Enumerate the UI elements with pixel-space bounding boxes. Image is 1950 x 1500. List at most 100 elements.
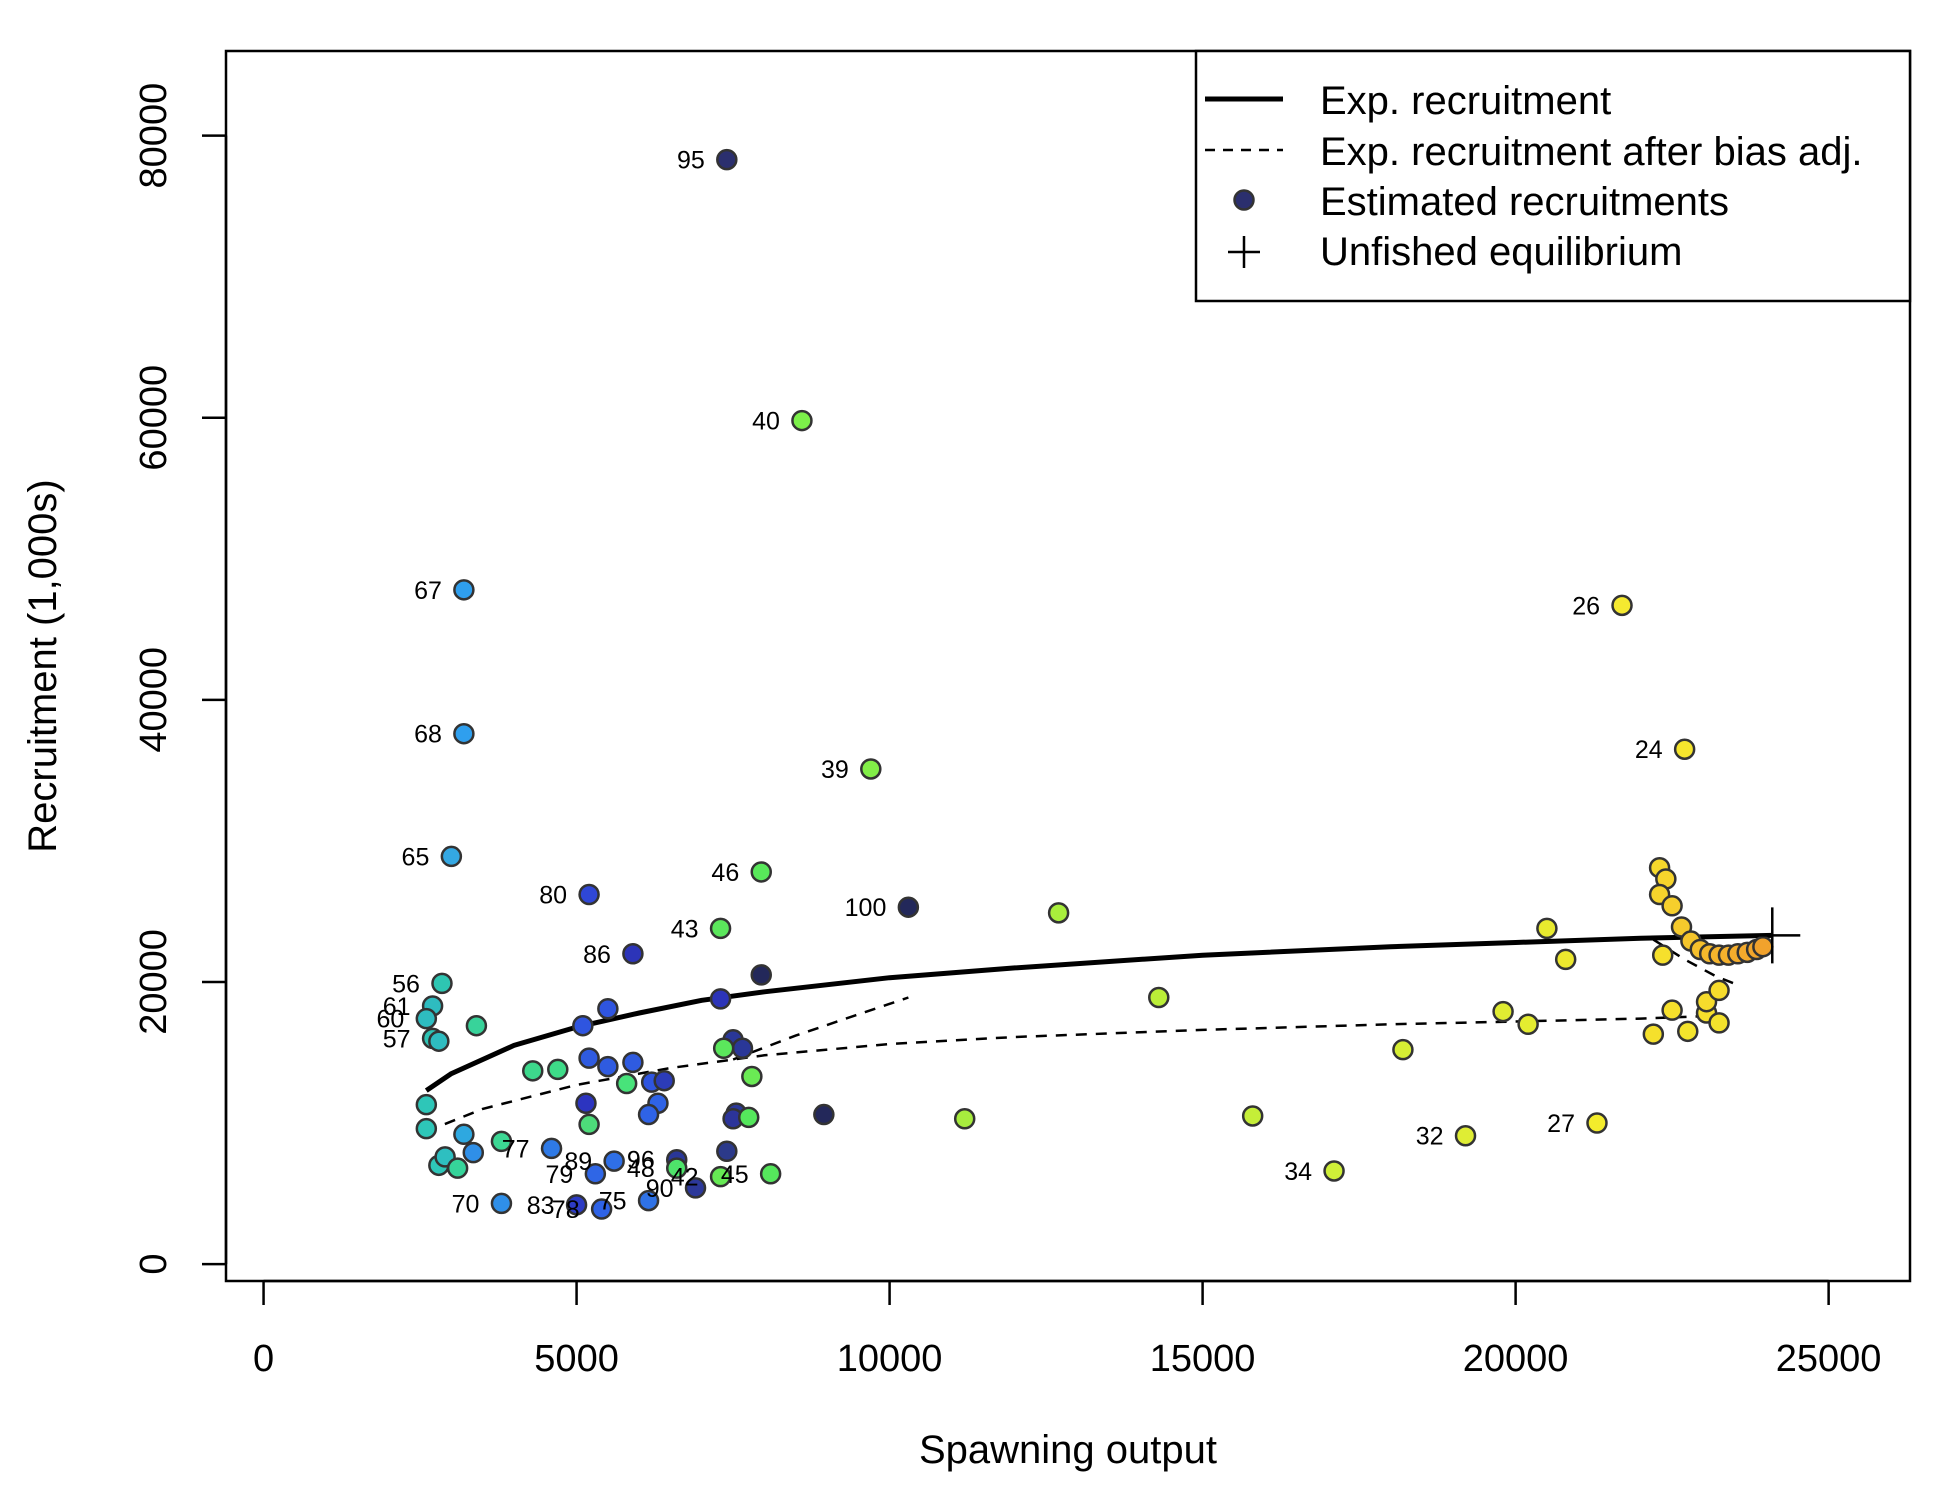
x-tick-label: 20000 — [1463, 1338, 1569, 1380]
legend-box — [1194, 49, 1912, 303]
recruitment-point — [637, 1189, 660, 1212]
recruitment-point — [1047, 902, 1070, 924]
recruitment-point — [1708, 979, 1730, 1002]
recruitment-point — [1661, 895, 1683, 917]
year-label: 67 — [414, 577, 442, 605]
recruitment-point — [446, 1157, 469, 1179]
recruitment-point — [759, 1163, 782, 1185]
recruitment-point — [453, 579, 475, 601]
x-tick-label: 0 — [253, 1338, 274, 1380]
x-tick-label: 10000 — [837, 1338, 943, 1380]
recruitment-point — [622, 1051, 644, 1074]
year-label: 90 — [646, 1175, 674, 1203]
recruitment-point — [1241, 1105, 1264, 1127]
recruitment-point — [1492, 1000, 1514, 1023]
year-label: 89 — [564, 1148, 592, 1176]
year-label: 75 — [599, 1188, 627, 1216]
recruitment-point — [1673, 738, 1696, 760]
bias-adjusted-recruitment-curve — [732, 996, 909, 1061]
recruitment-point — [540, 1137, 563, 1160]
recruitment-point — [709, 1165, 732, 1188]
recruitment-point — [1517, 1013, 1539, 1036]
year-label: 60 — [377, 1006, 405, 1034]
recruitment-point — [622, 943, 644, 965]
year-label: 68 — [414, 721, 442, 749]
recruitment-point — [578, 1113, 600, 1136]
bias-adjusted-recruitment-curve — [1652, 938, 1742, 988]
recruitment-point — [522, 1060, 544, 1082]
legend-label-estimated-recruitments: Estimated recruitments — [1320, 180, 1729, 224]
year-label: 24 — [1635, 736, 1663, 764]
year-label: 77 — [502, 1135, 530, 1163]
recruitment-point — [750, 861, 772, 883]
recruitment-point — [716, 148, 738, 171]
recruitment-point — [415, 1007, 438, 1030]
recruitment-point — [741, 1065, 763, 1088]
year-label: 83 — [527, 1192, 555, 1220]
x-tick-label: 5000 — [534, 1338, 619, 1380]
recruitment-point — [584, 1163, 607, 1185]
year-label: 80 — [539, 882, 567, 910]
recruitment-point — [453, 1123, 475, 1146]
year-label: 70 — [452, 1190, 480, 1218]
legend: Exp. recruitment Exp. recruitment after … — [1194, 49, 1912, 303]
year-label: 43 — [671, 915, 699, 943]
y-tick-label: 80000 — [133, 83, 175, 189]
recruitment-point — [603, 1150, 625, 1172]
recruitment-point — [1752, 935, 1774, 958]
year-label: 56 — [392, 970, 420, 998]
legend-circle-icon — [1233, 189, 1255, 211]
recruitment-point — [415, 1093, 438, 1116]
y-tick-label: 60000 — [133, 365, 175, 471]
year-label: 32 — [1416, 1123, 1444, 1151]
recruitment-point — [737, 1106, 760, 1129]
recruitment-point — [1651, 944, 1674, 966]
y-tick-label: 0 — [133, 1254, 175, 1275]
expected-recruitment-curve — [424, 932, 1773, 1093]
recruitment-point — [860, 758, 882, 780]
year-label: 45 — [721, 1161, 749, 1189]
year-label: 79 — [546, 1161, 574, 1189]
x-tick-label: 15000 — [1150, 1338, 1256, 1380]
recruitment-point — [565, 1194, 588, 1216]
x-tick-label: 25000 — [1776, 1338, 1882, 1380]
recruitment-point — [590, 1198, 613, 1220]
y-axis: 0 20000 40000 60000 80000 — [133, 83, 228, 1275]
recruitment-point — [709, 917, 732, 940]
year-label: 65 — [402, 843, 430, 871]
recruitment-point — [578, 1047, 600, 1069]
legend-label-exp-recruitment: Exp. recruitment — [1320, 79, 1611, 123]
year-label: 26 — [1572, 592, 1600, 620]
recruitment-point — [597, 1055, 619, 1078]
legend-label-exp-recruitment-bias-adj: Exp. recruitment after bias adj. — [1320, 130, 1862, 174]
x-axis-title: Spawning output — [919, 1428, 1217, 1472]
recruitment-point — [750, 964, 772, 986]
recruitment-point — [653, 1069, 675, 1092]
recruitment-point — [1454, 1124, 1477, 1147]
unfished-equilibrium-marker — [1744, 907, 1801, 964]
recruitment-point — [490, 1130, 513, 1153]
recruitment-point — [428, 1030, 450, 1052]
year-label: 61 — [383, 993, 411, 1021]
recruitment-point — [547, 1058, 569, 1081]
equilibrium-plus-icon — [1744, 907, 1801, 964]
recruitment-point — [716, 1140, 738, 1162]
recruitment-point — [1677, 1020, 1699, 1043]
recruitment-point — [665, 1157, 688, 1179]
estimated-recruitment-points — [415, 148, 1774, 1220]
year-label: 27 — [1547, 1110, 1575, 1138]
recruitment-point — [465, 1014, 488, 1037]
recruitment-point — [490, 1192, 513, 1215]
recruitment-point — [1323, 1160, 1345, 1182]
legend-plus-icon — [1228, 236, 1260, 268]
legend-label-unfished-equilibrium: Unfished equilibrium — [1320, 230, 1682, 274]
year-label: 40 — [752, 408, 780, 436]
recruitment-point — [1554, 948, 1577, 971]
year-label: 95 — [677, 147, 705, 175]
y-axis-title: Recruitment (1,000s) — [21, 479, 65, 852]
year-label: 46 — [711, 859, 739, 887]
year-label: 39 — [821, 756, 849, 784]
recruitment-point — [791, 409, 813, 432]
